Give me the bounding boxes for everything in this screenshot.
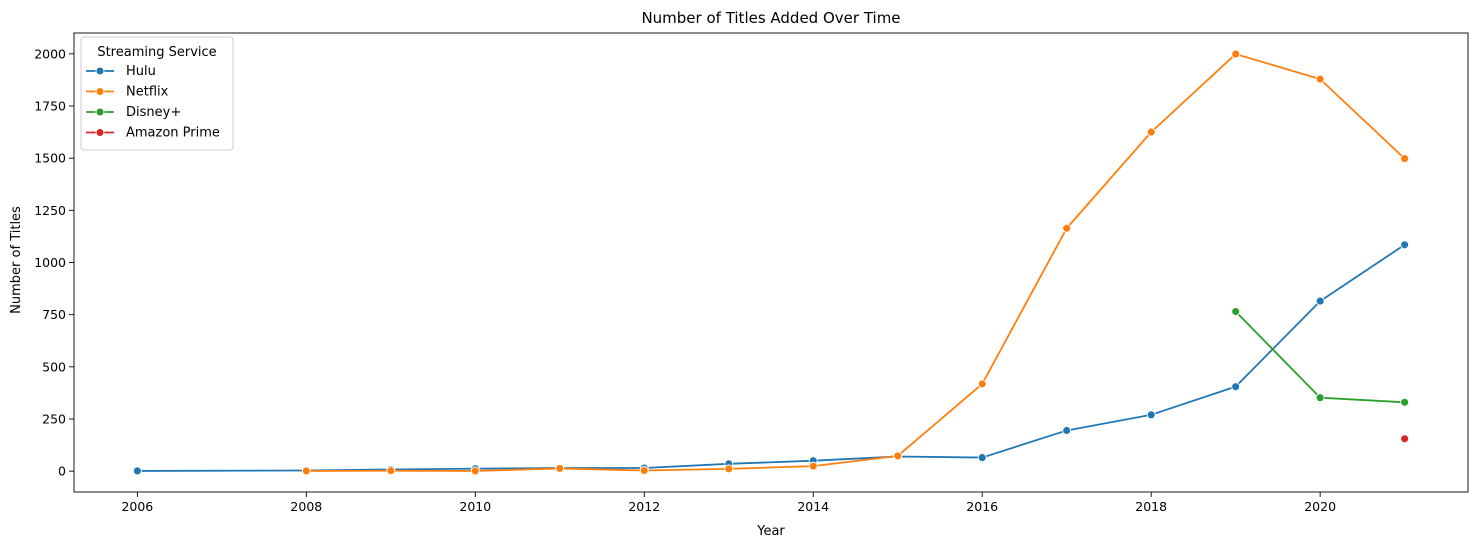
legend-label-hulu: Hulu	[126, 64, 156, 79]
legend-item-disney: Disney+	[86, 105, 181, 120]
x-tick-label: 2018	[1135, 499, 1167, 514]
legend-label-amazon-prime: Amazon Prime	[126, 126, 220, 141]
data-point-netflix	[470, 466, 480, 476]
legend-title: Streaming Service	[97, 45, 216, 60]
series-amazon-prime	[1400, 434, 1410, 444]
chart-title: Number of Titles Added Over Time	[641, 9, 900, 27]
data-point-hulu	[1231, 382, 1241, 392]
data-point-netflix	[808, 461, 818, 471]
x-axis-label: Year	[756, 524, 785, 539]
data-point-netflix	[1315, 74, 1325, 84]
y-axis-ticks: 0 250 500 750 1000 1250 1500 1750 2000	[34, 46, 74, 479]
data-point-disney	[1231, 307, 1241, 316]
x-tick-label: 2008	[290, 499, 322, 514]
data-point-disney	[1400, 397, 1410, 407]
plot-area: 2006 2008 2010 2012 2014 2016 2018 2020 0 250 500…	[34, 32, 1469, 514]
y-tick-label: 1500	[34, 151, 66, 166]
data-point-netflix	[1231, 49, 1241, 59]
x-tick-label: 2010	[459, 499, 491, 514]
y-tick-label: 250	[42, 411, 66, 426]
y-tick-label: 1000	[34, 255, 66, 270]
legend-marker-amazon-prime	[95, 128, 105, 137]
x-tick-label: 2016	[966, 499, 998, 514]
data-point-netflix	[386, 466, 396, 476]
data-point-netflix	[724, 464, 734, 474]
series-line-netflix	[306, 53, 1406, 472]
x-axis-ticks: 2006 2008 2010 2012 2014 2016 2018 2020	[121, 492, 1336, 514]
data-point-amazon-prime	[1400, 434, 1410, 444]
data-point-netflix	[639, 466, 649, 475]
plot-frame	[73, 32, 1469, 493]
series-line-hulu	[137, 244, 1406, 472]
legend-item-netflix: Netflix	[86, 85, 169, 100]
data-point-hulu	[977, 453, 987, 463]
series-disney	[1231, 307, 1410, 407]
y-tick-label: 1250	[34, 203, 66, 218]
data-point-netflix	[555, 463, 565, 473]
x-tick-label: 2020	[1304, 499, 1336, 514]
y-tick-label: 0	[58, 464, 66, 479]
y-tick-label: 500	[42, 359, 66, 374]
x-tick-label: 2006	[121, 499, 153, 514]
data-point-hulu	[1400, 240, 1410, 250]
series-hulu	[132, 240, 1410, 476]
data-point-netflix	[1146, 127, 1156, 137]
y-tick-label: 750	[42, 307, 66, 322]
series-line-disney	[1235, 310, 1405, 404]
data-point-netflix	[1400, 154, 1410, 164]
data-point-netflix	[893, 451, 903, 461]
legend: Streaming Service Hulu Netflix Disney+ Amaz…	[80, 36, 234, 151]
x-tick-label: 2014	[797, 499, 829, 514]
data-point-disney	[1315, 393, 1325, 403]
data-point-hulu	[1062, 426, 1072, 435]
legend-marker-hulu	[95, 66, 105, 76]
data-point-netflix	[977, 379, 987, 389]
legend-item-amazon-prime: Amazon Prime	[86, 126, 220, 141]
legend-box	[80, 36, 234, 151]
x-tick-label: 2012	[628, 499, 660, 514]
data-point-netflix	[1062, 223, 1072, 233]
series-layer	[132, 49, 1410, 476]
y-tick-label: 1750	[34, 99, 66, 114]
legend-label-netflix: Netflix	[126, 85, 169, 100]
legend-item-hulu: Hulu	[86, 64, 156, 79]
data-point-hulu	[132, 466, 142, 476]
data-point-netflix	[301, 466, 311, 476]
legend-marker-disney	[95, 107, 105, 117]
legend-label-disney: Disney+	[126, 105, 181, 120]
series-netflix	[301, 49, 1410, 476]
legend-items: Hulu Netflix Disney+ Amazon Prime	[86, 64, 220, 141]
y-axis-label: Number of Titles	[9, 206, 24, 314]
legend-marker-netflix	[95, 87, 105, 96]
y-tick-label: 2000	[34, 46, 66, 61]
data-point-hulu	[1146, 410, 1156, 420]
data-point-hulu	[1315, 296, 1325, 306]
